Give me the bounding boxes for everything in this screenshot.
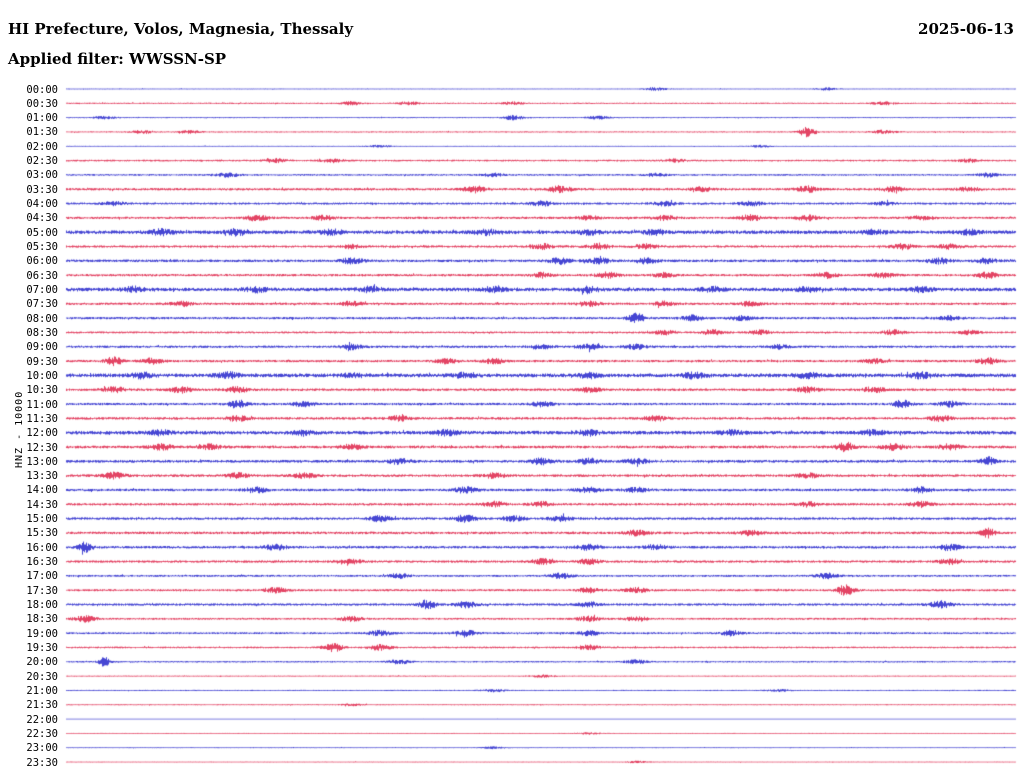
trace-time-label: 21:30 bbox=[26, 699, 58, 712]
trace-time-label: 21:00 bbox=[26, 684, 58, 697]
trace-time-label: 23:00 bbox=[26, 742, 58, 755]
trace-time-label: 10:30 bbox=[26, 384, 58, 397]
trace-time-label: 16:30 bbox=[26, 556, 58, 569]
trace-time-label: 14:00 bbox=[26, 484, 58, 497]
trace-time-label: 07:00 bbox=[26, 283, 58, 296]
trace-time-label: 18:30 bbox=[26, 613, 58, 626]
trace-time-label: 07:30 bbox=[26, 298, 58, 311]
trace-time-label: 22:30 bbox=[26, 727, 58, 740]
trace-time-label: 17:30 bbox=[26, 584, 58, 597]
page-title: HI Prefecture, Volos, Magnesia, Thessaly bbox=[8, 20, 354, 38]
trace-time-label: 05:30 bbox=[26, 241, 58, 254]
trace-time-label: 11:30 bbox=[26, 412, 58, 425]
trace-time-label: 02:30 bbox=[26, 155, 58, 168]
trace-time-label: 06:00 bbox=[26, 255, 58, 268]
trace-time-label: 19:30 bbox=[26, 641, 58, 654]
trace-time-label: 14:30 bbox=[26, 498, 58, 511]
trace-time-label: 02:00 bbox=[26, 140, 58, 153]
trace-time-label: 17:00 bbox=[26, 570, 58, 583]
trace-time-label: 10:00 bbox=[26, 369, 58, 382]
trace-time-label: 09:00 bbox=[26, 341, 58, 354]
date-label: 2025-06-13 bbox=[918, 20, 1014, 38]
trace-time-label: 05:00 bbox=[26, 226, 58, 239]
trace-time-label: 13:00 bbox=[26, 455, 58, 468]
trace-time-label: 15:30 bbox=[26, 527, 58, 540]
trace-time-label: 13:30 bbox=[26, 470, 58, 483]
trace-time-label: 12:30 bbox=[26, 441, 58, 454]
trace-time-label: 03:30 bbox=[26, 183, 58, 196]
trace-time-label: 08:00 bbox=[26, 312, 58, 325]
applied-filter-label: Applied filter: WWSSN-SP bbox=[8, 50, 227, 68]
trace-time-label: 15:00 bbox=[26, 513, 58, 526]
trace-time-label: 08:30 bbox=[26, 326, 58, 339]
trace-time-label: 09:30 bbox=[26, 355, 58, 368]
trace-time-label: 18:00 bbox=[26, 599, 58, 612]
trace-time-label: 19:00 bbox=[26, 627, 58, 640]
trace-time-label: 20:30 bbox=[26, 670, 58, 683]
trace-time-label: 04:00 bbox=[26, 198, 58, 211]
trace-time-label: 11:00 bbox=[26, 398, 58, 411]
trace-time-label: 23:30 bbox=[26, 756, 58, 769]
trace-time-label: 16:00 bbox=[26, 541, 58, 554]
trace-time-label: 22:00 bbox=[26, 713, 58, 726]
trace-time-label: 01:30 bbox=[26, 126, 58, 139]
trace-time-label: 12:00 bbox=[26, 427, 58, 440]
trace-time-label: 01:00 bbox=[26, 112, 58, 125]
trace-time-label: 03:00 bbox=[26, 169, 58, 182]
trace-time-label: 06:30 bbox=[26, 269, 58, 282]
trace-time-label: 00:00 bbox=[26, 83, 58, 96]
trace-time-label: 00:30 bbox=[26, 97, 58, 110]
trace-time-label: 20:00 bbox=[26, 656, 58, 669]
trace-time-label: 04:30 bbox=[26, 212, 58, 225]
